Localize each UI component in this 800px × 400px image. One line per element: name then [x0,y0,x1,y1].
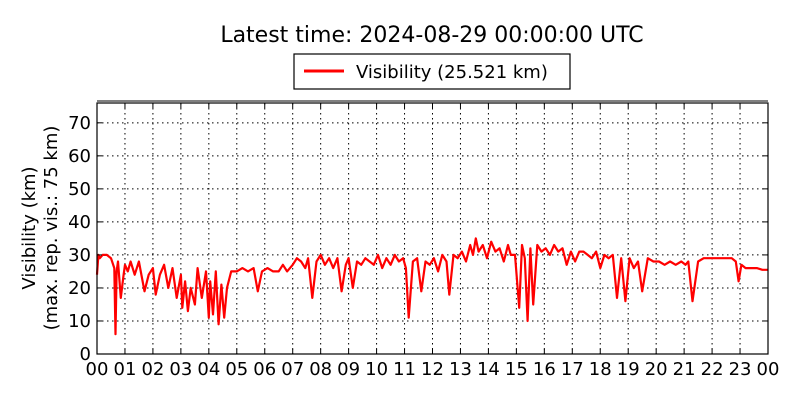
x-tick-label: 22 [701,359,724,380]
y-tick-label: 70 [68,113,91,134]
x-tick-label: 08 [309,359,332,380]
x-tick-label: 04 [197,359,220,380]
y-tick-label: 10 [68,311,91,332]
x-tick-label: 21 [673,359,696,380]
y-tick-label: 0 [80,344,91,365]
y-axis-ticks: 0 10 20 30 40 50 60 70 [68,113,768,365]
x-tick-label: 14 [477,359,500,380]
x-tick-label: 19 [617,359,640,380]
x-tick-label: 06 [253,359,276,380]
legend: Visibility (25.521 km) [293,53,571,90]
x-tick-label: 03 [169,359,192,380]
x-tick-label: 15 [505,359,528,380]
x-tick-label: 05 [225,359,248,380]
x-tick-label: 20 [645,359,668,380]
x-tick-label: 07 [281,359,304,380]
x-tick-label: 10 [365,359,388,380]
x-tick-label: 01 [114,359,137,380]
x-tick-label: 02 [141,359,164,380]
x-tick-label: 16 [533,359,556,380]
x-tick-label: 12 [421,359,444,380]
y-tick-label: 40 [68,212,91,233]
grid [97,103,768,354]
x-tick-label: 23 [729,359,752,380]
y-tick-label: 20 [68,278,91,299]
y-axis-label-line1: Visibility (km) [19,166,40,289]
plot-area [95,237,768,336]
visibility-series-line [95,237,768,336]
y-tick-label: 30 [68,245,91,266]
legend-label: Visibility (25.521 km) [356,62,548,83]
y-tick-label: 50 [68,179,91,200]
x-tick-label: 11 [393,359,416,380]
x-tick-label: 00 [86,359,109,380]
x-tick-label: 13 [449,359,472,380]
y-axis-label-line2: (max. rep. vis.: 75 km) [41,126,62,331]
chart-title: Latest time: 2024-08-29 00:00:00 UTC [220,23,643,48]
x-tick-label: 09 [337,359,360,380]
x-tick-label: 18 [589,359,612,380]
x-tick-label: 17 [561,359,584,380]
x-tick-label: 00 [757,359,780,380]
y-tick-label: 60 [68,146,91,167]
x-axis-ticks: 00 01 02 03 04 05 06 07 08 09 10 11 12 13 14 15 16 17 18 19… [86,103,780,380]
